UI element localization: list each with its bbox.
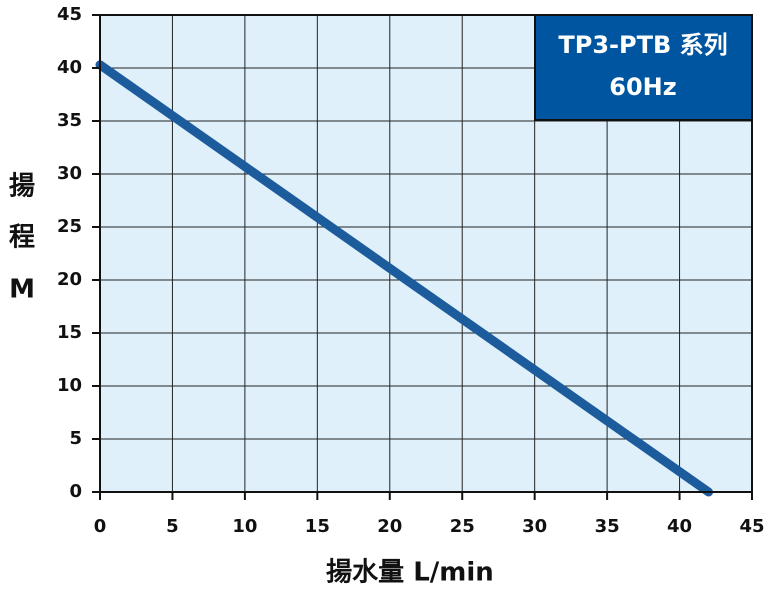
y-tick-label: 40 [57, 57, 82, 78]
chart-title: TP3-PTB 系列 [558, 31, 727, 59]
y-tick-label: 45 [57, 4, 82, 25]
plot-border [99, 14, 753, 493]
x-tick-label: 30 [522, 516, 547, 537]
data-line [95, 60, 714, 497]
y-tick-label: 0 [69, 481, 82, 502]
chart-subtitle: 60Hz [609, 73, 676, 101]
y-tick-label: 5 [69, 428, 82, 449]
x-tick-label: 40 [667, 516, 692, 537]
x-tick-label: 35 [595, 516, 620, 537]
x-tick-label: 20 [377, 516, 402, 537]
x-tick-label: 5 [166, 516, 179, 537]
title-box [534, 14, 753, 121]
x-tick-label: 0 [94, 516, 107, 537]
x-tick-label: 45 [739, 516, 764, 537]
y-tick-label: 35 [57, 110, 82, 131]
x-tick-label: 10 [232, 516, 257, 537]
y-tick-label: 30 [57, 163, 82, 184]
y-tick-label: 25 [57, 216, 82, 237]
y-axis-label: M [9, 275, 35, 305]
y-tick-label: 10 [57, 375, 82, 396]
y-tick-label: 20 [57, 269, 82, 290]
x-tick-label: 25 [450, 516, 475, 537]
y-tick-label: 15 [57, 322, 82, 343]
y-axis-label: 程 [9, 223, 35, 253]
x-axis-label: 揚水量 L/min [326, 558, 494, 588]
y-axis-label: 揚 [9, 172, 35, 202]
x-tick-label: 15 [305, 516, 330, 537]
